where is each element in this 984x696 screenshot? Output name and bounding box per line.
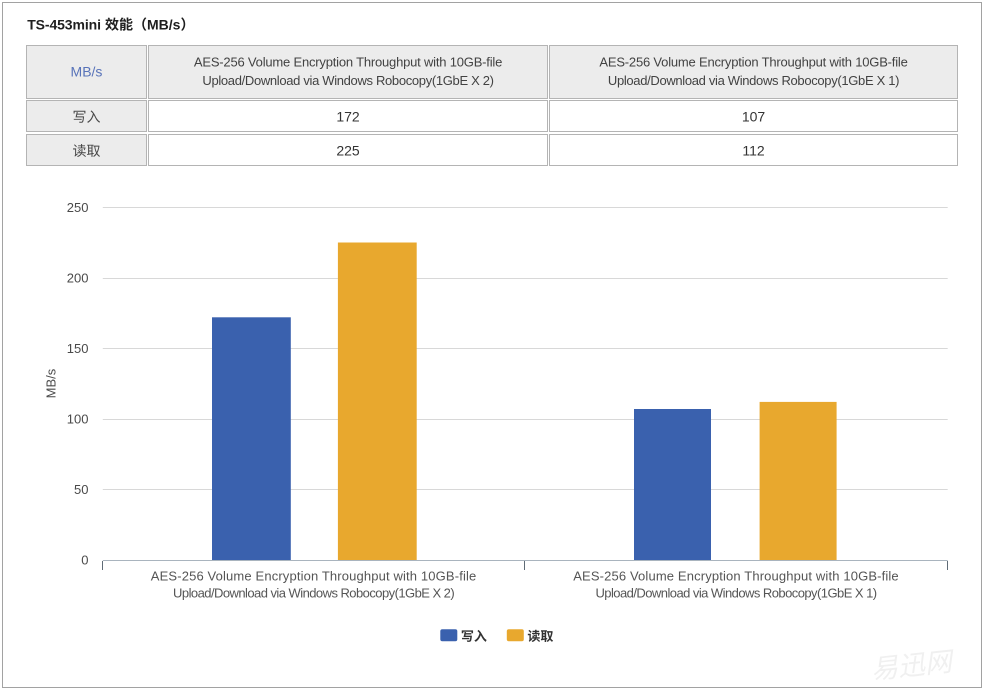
svg-text:Upload/Download via Windows Ro: Upload/Download via Windows Robocopy(1Gb… bbox=[608, 73, 899, 88]
svg-text:50: 50 bbox=[74, 482, 88, 497]
svg-text:250: 250 bbox=[67, 200, 89, 215]
svg-text:0: 0 bbox=[81, 553, 88, 568]
svg-text:112: 112 bbox=[742, 142, 765, 158]
svg-text:Upload/Download via Windows Ro: Upload/Download via Windows Robocopy(1Gb… bbox=[173, 586, 454, 601]
svg-text:AES-256 Volume Encryption Thro: AES-256 Volume Encryption Throughput wit… bbox=[151, 569, 477, 584]
svg-text:MB/s: MB/s bbox=[44, 368, 59, 398]
svg-text:Upload/Download via Windows Ro: Upload/Download via Windows Robocopy(1Gb… bbox=[202, 73, 493, 88]
svg-text:AES-256 Volume Encryption Thro: AES-256 Volume Encryption Throughput wit… bbox=[573, 569, 899, 584]
svg-text:150: 150 bbox=[67, 341, 89, 356]
svg-text:225: 225 bbox=[336, 142, 360, 158]
svg-text:172: 172 bbox=[336, 108, 360, 124]
svg-text:MB/s: MB/s bbox=[147, 16, 181, 32]
svg-text:Upload/Download via Windows Ro: Upload/Download via Windows Robocopy(1Gb… bbox=[595, 586, 876, 601]
svg-text:MB/s: MB/s bbox=[71, 64, 103, 80]
svg-text:AES-256 Volume Encryption Thro: AES-256 Volume Encryption Throughput wit… bbox=[194, 54, 502, 69]
svg-text:107: 107 bbox=[742, 108, 766, 124]
svg-text:100: 100 bbox=[67, 412, 89, 427]
svg-text:TS-453mini: TS-453mini bbox=[27, 16, 101, 32]
svg-text:200: 200 bbox=[67, 271, 89, 286]
svg-text:AES-256 Volume Encryption Thro: AES-256 Volume Encryption Throughput wit… bbox=[599, 54, 907, 69]
